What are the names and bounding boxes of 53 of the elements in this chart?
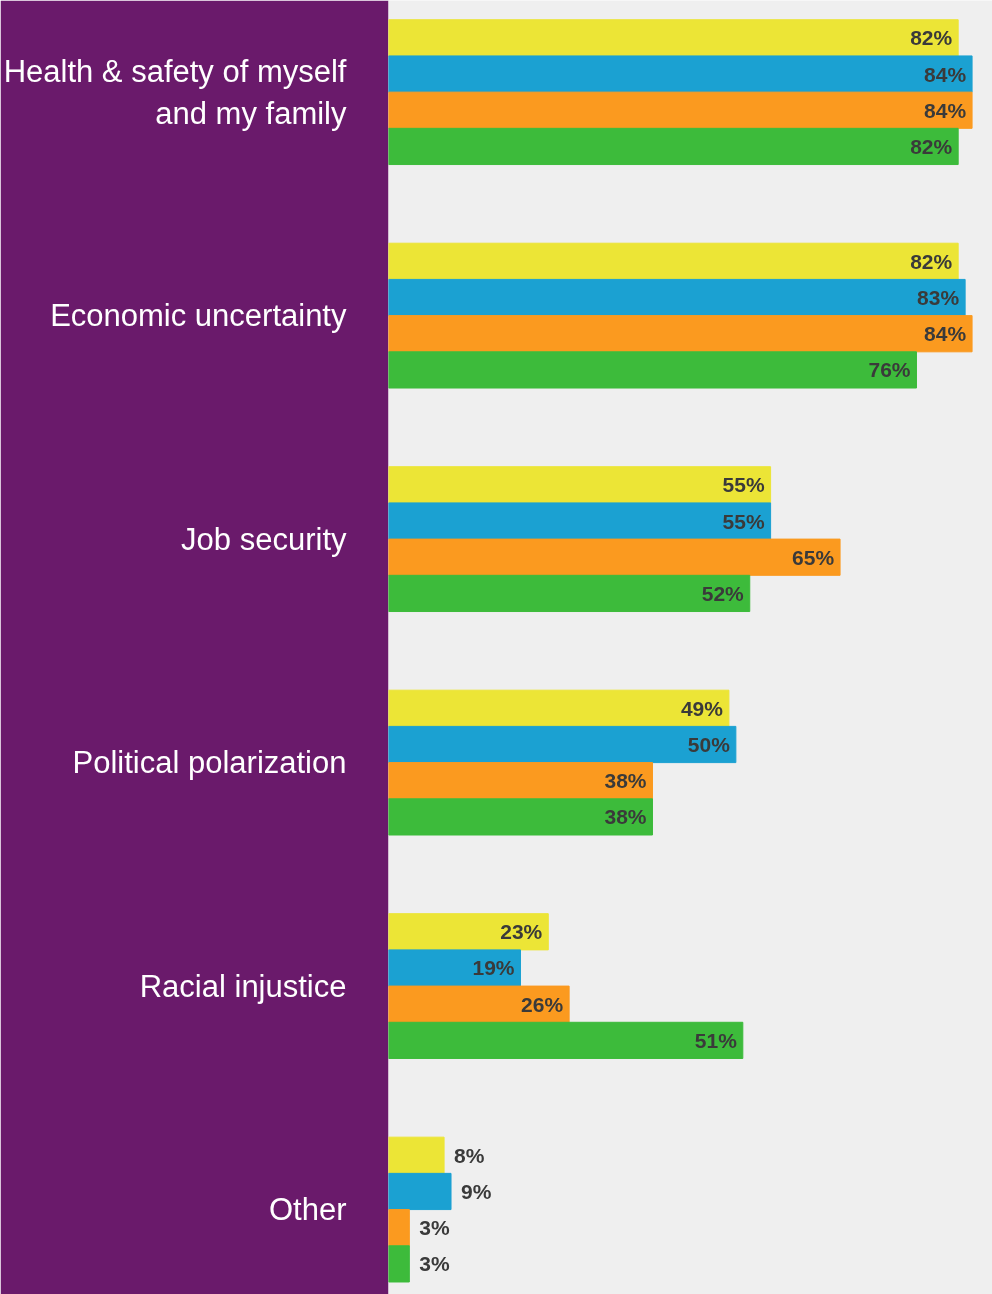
bar	[388, 798, 653, 836]
y-tick-label: Economic uncertainty	[50, 298, 347, 334]
data-label: 50%	[687, 732, 731, 756]
data-label: 3%	[419, 1216, 451, 1240]
data-label: 84%	[924, 62, 967, 86]
y-tick-label: Health & safety of myself and my family	[3, 53, 347, 131]
data-label: 38%	[604, 769, 647, 793]
bar	[388, 725, 737, 764]
y-tick-label: Other	[268, 1192, 347, 1228]
data-label: 49%	[680, 696, 724, 720]
data-label: 82%	[910, 134, 953, 158]
bar	[388, 466, 772, 504]
bar	[388, 278, 966, 317]
bar	[388, 574, 751, 613]
data-label: 55%	[722, 509, 765, 533]
data-label: 52%	[701, 581, 745, 605]
data-label: 84%	[924, 322, 967, 346]
bar	[388, 1136, 445, 1174]
bar	[388, 315, 973, 353]
data-label: 82%	[910, 26, 953, 50]
bar	[388, 1209, 410, 1247]
data-label: 3%	[419, 1252, 451, 1276]
bar	[388, 502, 772, 540]
bar	[388, 127, 959, 166]
data-label: 83%	[917, 286, 960, 310]
data-label: 65%	[792, 545, 835, 569]
bar	[388, 1245, 410, 1283]
y-tick-label: Job security	[181, 521, 347, 557]
data-label: 38%	[604, 805, 647, 829]
bar	[388, 351, 917, 389]
bar	[388, 19, 959, 57]
bar	[388, 91, 973, 129]
data-label: 8%	[454, 1143, 485, 1167]
data-label: 9%	[461, 1179, 492, 1203]
data-label: 23%	[500, 920, 543, 944]
bar	[388, 538, 841, 576]
bar	[388, 1021, 744, 1059]
y-tick-label: Racial injustice	[139, 968, 347, 1004]
bar	[388, 985, 570, 1023]
bar	[388, 762, 653, 800]
y-tick-label: Political polarization	[72, 745, 347, 781]
data-label: 26%	[521, 992, 564, 1016]
bar	[388, 242, 959, 280]
bar	[388, 55, 973, 93]
bar	[388, 913, 549, 951]
data-label: 84%	[924, 98, 967, 122]
data-label: 55%	[722, 473, 765, 497]
data-label: 51%	[694, 1028, 738, 1052]
bar	[388, 689, 730, 727]
data-label: 19%	[472, 956, 515, 980]
data-label: 82%	[910, 249, 953, 273]
bar	[388, 1172, 452, 1211]
data-label: 76%	[868, 358, 911, 382]
